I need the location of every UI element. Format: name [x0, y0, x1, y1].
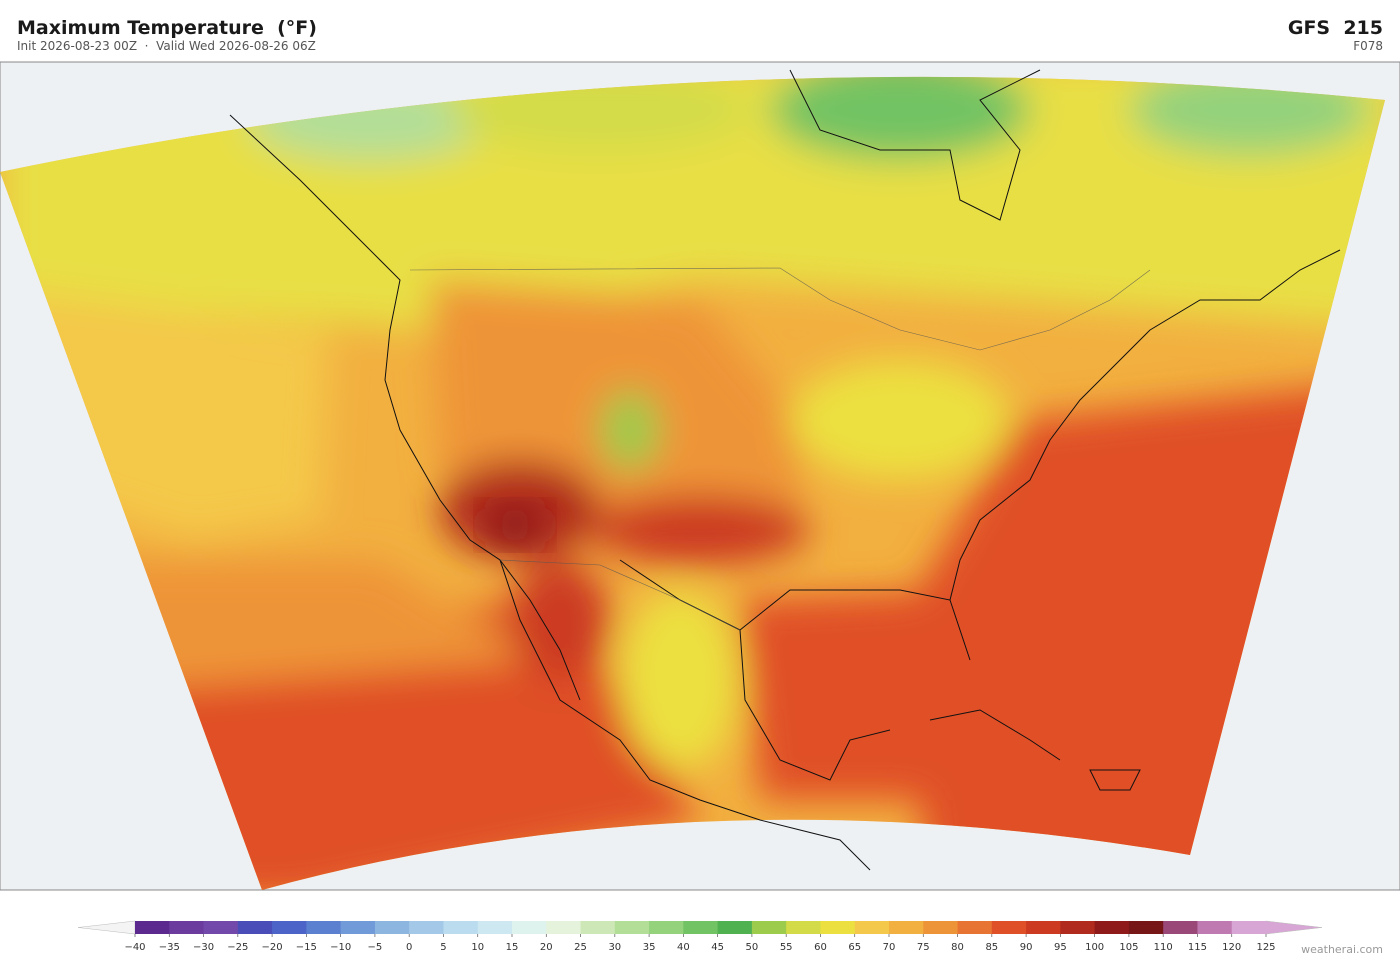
colorbar-tick-label: 115 [1188, 942, 1207, 953]
colorbar-tick-label: 40 [677, 942, 690, 953]
colorbar-tick-label: 10 [471, 942, 484, 953]
forecast-hour: F078 [1353, 39, 1383, 53]
colorbar-tick-label: −30 [193, 942, 214, 953]
colorbar-tick-label: 50 [746, 942, 759, 953]
colorbar-segment [272, 921, 307, 934]
colorbar-tick-label: 5 [440, 942, 446, 953]
colorbar-tick-label: 15 [506, 942, 519, 953]
borders [409, 267, 1151, 631]
colorbar-segment [1094, 921, 1130, 934]
colorbar-segment [409, 921, 444, 934]
colorbar-segment [443, 921, 479, 934]
colorbar-segment [957, 921, 993, 934]
colorbar-segment [854, 921, 890, 934]
colorbar-segment [374, 921, 410, 934]
colorbar-tick-label: 65 [848, 942, 861, 953]
colorbar-segment [649, 921, 684, 934]
credit: weatherai.com [1301, 943, 1383, 956]
colorbar-tick-label: 55 [780, 942, 793, 953]
colorbar-tick-label: −5 [368, 942, 383, 953]
colorbar-tick-label: 70 [883, 942, 896, 953]
colorbar-tick-label: 90 [1020, 942, 1033, 953]
colorbar-segment [820, 921, 856, 934]
colorbar-tick-label: 35 [643, 942, 656, 953]
colorbar: −40 −35 −30 −25 −20 −15 −10 −5 0 5 10 15 20 25 30 35 40 4… [77, 920, 1323, 953]
colorbar-segment [1026, 921, 1061, 934]
colorbar-segment [1163, 921, 1198, 934]
colorbar-tick-label: −10 [330, 942, 351, 953]
colorbar-segment [1060, 921, 1096, 934]
map-title: Maximum Temperature (°F) [17, 17, 317, 39]
colorbar-segment [717, 921, 753, 934]
model-label: GFS 215 [1288, 17, 1383, 39]
colorbar-segment [614, 921, 650, 934]
colorbar-tick-label: 45 [711, 942, 724, 953]
colorbar-segment [169, 921, 205, 934]
colorbar-segment [477, 921, 513, 934]
colorbar-segment [889, 921, 924, 934]
colorbar-tick-label: 110 [1154, 942, 1173, 953]
colorbar-tick-label: 125 [1256, 942, 1275, 953]
colorbar-tick-label: 30 [608, 942, 621, 953]
colorbar-segment [580, 921, 616, 934]
colorbar-segment [237, 921, 273, 934]
colorbar-tick-label: −20 [262, 942, 283, 953]
colorbar-tick-label: 95 [1054, 942, 1067, 953]
colorbar-tick-label: 105 [1119, 942, 1138, 953]
colorbar-segment [991, 921, 1027, 934]
run-info: Init 2026-08-23 00Z · Valid Wed 2026-08-… [17, 39, 316, 53]
colorbar-segment [1128, 921, 1164, 934]
colorbar-tick-label: −25 [227, 942, 248, 953]
colorbar-tick-label: −15 [296, 942, 317, 953]
colorbar-tick-label: 75 [917, 942, 930, 953]
colorbar-segment [786, 921, 821, 934]
colorbar-tick-label: 120 [1222, 942, 1241, 953]
colorbar-under [77, 920, 136, 935]
colorbar-segment [203, 921, 239, 934]
colorbar-segment [306, 921, 342, 934]
colorbar-tick-label: 25 [574, 942, 587, 953]
colorbar-segment [751, 921, 787, 934]
colorbar-segment [1231, 921, 1267, 934]
colorbar-segment [340, 921, 376, 934]
colorbar-tick-label: 0 [406, 942, 412, 953]
colorbar-tick-label: 20 [540, 942, 553, 953]
colorbar-segment [512, 921, 547, 934]
colorbar-tick-label: 60 [814, 942, 827, 953]
colorbar-segment [1197, 921, 1233, 934]
colorbar-segment [923, 921, 959, 934]
colorbar-tick-label: 80 [951, 942, 964, 953]
colorbar-tick-label: −35 [159, 942, 180, 953]
colorbar-segment [683, 921, 719, 934]
colorbar-tick-label: 100 [1085, 942, 1104, 953]
colorbar-over [1265, 920, 1323, 935]
colorbar-tick-label: −40 [124, 942, 145, 953]
colorbar-segment [546, 921, 582, 934]
colorbar-tick-label: 85 [985, 942, 998, 953]
colorbar-segment [135, 921, 170, 934]
